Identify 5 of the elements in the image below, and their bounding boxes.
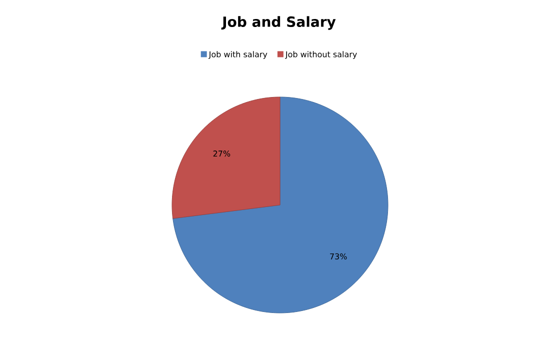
legend-label: Job with salary: [208, 51, 268, 59]
data-label: 27%: [213, 150, 230, 157]
data-label: 73%: [330, 253, 347, 260]
chart-title: Job and Salary: [221, 16, 336, 30]
legend-label: Job without salary: [285, 51, 357, 59]
